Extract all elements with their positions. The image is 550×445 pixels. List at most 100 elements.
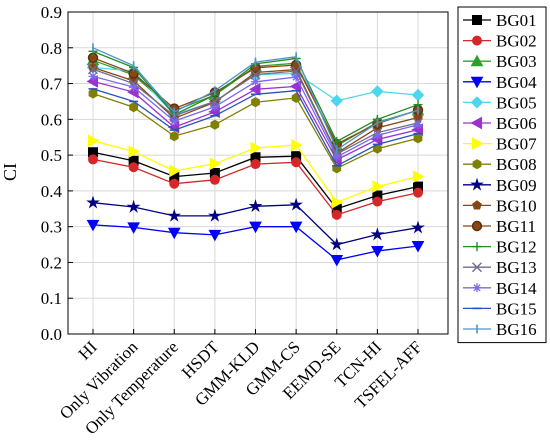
legend-label: BG13: [496, 258, 537, 277]
data-point: [413, 133, 423, 144]
y-tick-label: 0.2: [41, 253, 62, 272]
legend-item-bg02: BG02: [463, 32, 537, 51]
data-point: [210, 102, 220, 112]
x-tick-label: HI: [75, 337, 101, 363]
legend-label: BG14: [496, 279, 537, 298]
legend-label: BG15: [496, 299, 537, 318]
data-point: [330, 94, 343, 107]
series-lines: [86, 43, 425, 267]
legend-item-bg10: BG10: [463, 196, 537, 215]
data-point: [126, 199, 141, 213]
data-point: [289, 197, 303, 211]
legend-item-bg13: BG13: [463, 258, 537, 277]
legend-label: BG06: [496, 114, 537, 133]
data-point: [248, 199, 263, 213]
plot-frame: [67, 11, 449, 335]
legend-item-bg04: BG04: [463, 73, 537, 92]
data-point: [88, 64, 98, 75]
data-point: [413, 120, 423, 130]
legend-label: BG02: [496, 32, 537, 51]
data-point: [127, 222, 140, 234]
y-tick-label: 0.3: [41, 218, 62, 237]
legend-item-bg07: BG07: [463, 135, 537, 154]
data-point: [331, 195, 344, 209]
legend-marker: [470, 96, 484, 109]
data-point: [291, 72, 301, 82]
legend-item-bg06: BG06: [463, 114, 537, 133]
data-point: [169, 131, 179, 142]
legend-label: BG08: [496, 155, 537, 174]
data-point: [169, 164, 181, 178]
legend-marker: [470, 116, 482, 130]
data-point: [413, 170, 425, 183]
data-point: [371, 245, 384, 258]
series-bg08: [88, 88, 423, 174]
data-point: [332, 152, 342, 162]
legend-marker: [472, 35, 482, 46]
y-axis-label: CI: [0, 163, 20, 181]
data-point: [210, 119, 220, 130]
y-tick-label: 0.8: [41, 39, 62, 58]
legend-label: BG16: [496, 320, 537, 339]
legend-label: BG01: [496, 11, 537, 30]
data-point: [370, 227, 385, 241]
data-point: [86, 195, 100, 209]
data-point: [88, 134, 100, 148]
legend-label: BG10: [496, 196, 537, 215]
data-point: [251, 77, 260, 87]
legend-marker: [470, 177, 484, 191]
data-point: [371, 85, 384, 98]
data-point: [249, 221, 262, 234]
data-point: [169, 116, 179, 126]
data-point: [291, 157, 302, 168]
y-axis: 0.0 0.1 0.2 0.3 0.4 0.5 0.6 0.7 0.8 0.9: [41, 3, 73, 344]
series-bg02: [88, 154, 423, 220]
series-bg15: [88, 88, 423, 167]
data-point: [411, 240, 425, 253]
legend-item-bg14: BG14: [463, 279, 537, 298]
legend-label: BG05: [496, 93, 537, 112]
legend-item-bg03: BG03: [463, 52, 537, 71]
y-tick-label: 0.7: [41, 75, 63, 94]
data-point: [413, 187, 423, 198]
y-tick-label: 0.6: [41, 110, 62, 129]
data-point: [128, 145, 141, 158]
y-tick-label: 0.5: [41, 146, 62, 165]
series-bg14: [88, 71, 423, 162]
legend-label: BG11: [496, 217, 536, 236]
legend-marker: [472, 200, 482, 210]
legend-marker: [472, 137, 484, 150]
legend-marker: [472, 159, 482, 170]
legend-marker: [470, 76, 484, 89]
data-point: [250, 159, 261, 170]
legend-item-bg11: BG11: [463, 217, 536, 236]
data-point: [128, 162, 139, 173]
data-point: [250, 69, 261, 80]
series-bg04: [86, 219, 425, 267]
legend-item-bg12: BG12: [463, 238, 537, 257]
series-bg09: [86, 195, 425, 251]
data-point: [208, 208, 222, 222]
legend-marker: [470, 54, 484, 67]
legend-marker: [472, 242, 482, 252]
y-tick-label: 0.1: [41, 289, 62, 308]
legend-item-bg01: BG01: [463, 11, 537, 30]
legend-label: BG07: [496, 135, 537, 154]
data-point: [209, 174, 220, 185]
data-point: [248, 82, 261, 96]
y-tick-label: 0.4: [41, 182, 63, 201]
data-point: [169, 178, 180, 189]
legend-item-bg08: BG08: [463, 155, 537, 174]
data-point: [372, 196, 383, 207]
legend-label: BG12: [496, 238, 537, 257]
data-point: [251, 97, 260, 108]
y-tick-label: 0.9: [41, 3, 62, 22]
legend-label: BG09: [496, 176, 537, 195]
data-point: [88, 88, 98, 99]
data-point: [167, 227, 181, 240]
data-point: [291, 138, 303, 152]
data-point: [289, 221, 303, 234]
data-point: [86, 219, 100, 232]
